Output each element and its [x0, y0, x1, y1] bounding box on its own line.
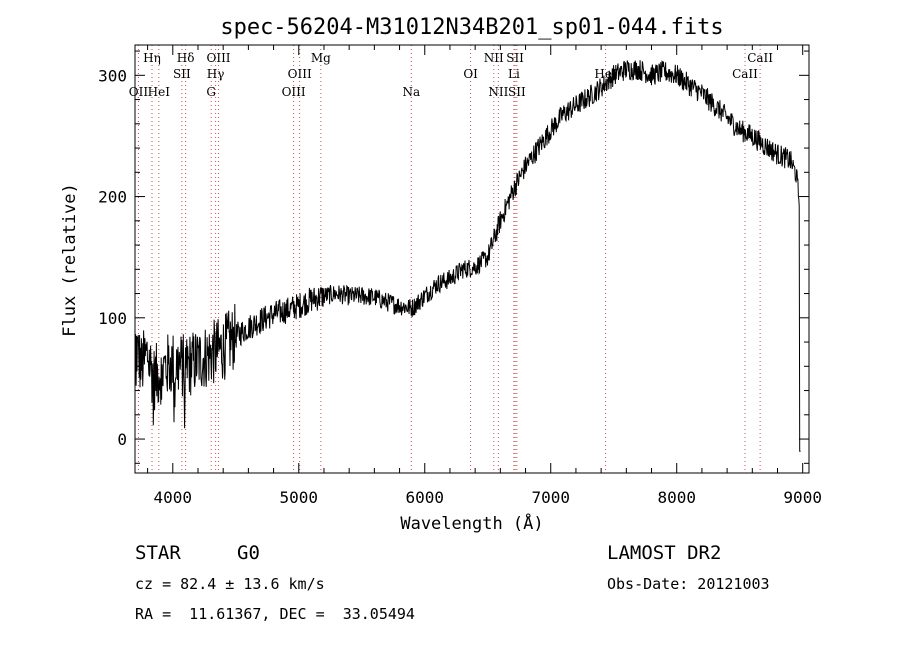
y-axis-label: Flux (relative) — [60, 183, 80, 337]
line-marker-label: NII — [484, 51, 504, 65]
x-tick-label: 9000 — [783, 488, 822, 507]
line-marker-label: Hδ — [177, 51, 195, 65]
x-tick-label: 4000 — [154, 488, 193, 507]
line-marker-label: NII — [488, 85, 508, 99]
survey-name: LAMOST DR2 — [607, 542, 722, 564]
line-marker-label: OII — [129, 85, 149, 99]
line-marker-label: CaII — [732, 67, 758, 81]
chart-title: spec-56204-M31012N34B201_sp01-044.fits — [220, 15, 723, 40]
line-marker-label: HeI — [148, 85, 171, 99]
line-marker-label: OIII — [288, 67, 312, 81]
line-marker-label: Mg — [311, 51, 331, 65]
y-tick-label: 0 — [117, 430, 127, 449]
y-axis-ticks: 0 100 200 300 — [98, 50, 809, 464]
spectrum-line — [135, 60, 801, 452]
line-marker-label: SII — [173, 67, 191, 81]
y-tick-label: 200 — [98, 188, 127, 207]
observation-date: Obs-Date: 20121003 — [607, 575, 770, 593]
line-marker-label: SII — [506, 51, 524, 65]
coordinates: RA = 11.61367, DEC = 33.05494 — [135, 605, 415, 623]
line-marker-label: G — [206, 85, 216, 99]
line-marker-label: Hη — [143, 51, 161, 65]
line-marker-label: CaII — [747, 51, 773, 65]
x-tick-label: 7000 — [531, 488, 570, 507]
y-tick-label: 300 — [98, 66, 127, 85]
line-marker-label: SII — [508, 85, 526, 99]
line-marker-label: OIII — [206, 51, 230, 65]
y-tick-label: 100 — [98, 309, 127, 328]
x-axis-label: Wavelength (Å) — [400, 512, 543, 534]
line-marker-label: OI — [463, 67, 478, 81]
line-marker-label: Na — [402, 85, 420, 99]
x-tick-label: 8000 — [657, 488, 696, 507]
x-tick-label: 6000 — [405, 488, 444, 507]
object-class: STAR — [135, 542, 181, 564]
plot-frame — [134, 44, 810, 474]
line-marker-label: Hγ — [207, 67, 225, 81]
emission-line-markers — [137, 45, 761, 473]
x-axis-ticks: 4000 5000 6000 7000 8000 9000 — [147, 45, 822, 507]
line-marker-label: Li — [508, 67, 520, 81]
redshift-velocity: cz = 82.4 ± 13.6 km/s — [135, 575, 325, 593]
object-subclass: G0 — [237, 542, 260, 564]
x-tick-label: 5000 — [280, 488, 319, 507]
line-marker-label: OIII — [282, 85, 306, 99]
